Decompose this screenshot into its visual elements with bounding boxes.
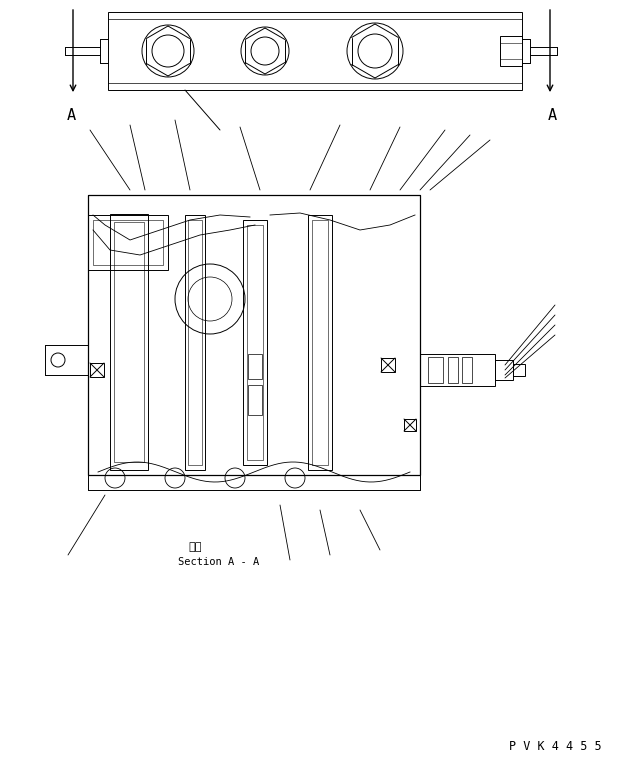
Bar [247,225,263,460]
Bar [495,360,513,380]
Bar [500,43,522,59]
Bar [108,12,522,90]
Bar [248,385,262,415]
Bar [428,357,443,383]
Bar [308,215,332,470]
Bar [110,214,148,470]
Bar [88,195,420,475]
Bar [513,364,525,376]
Text: P V K 4 4 5 5: P V K 4 4 5 5 [510,741,602,754]
Bar [248,354,262,379]
Bar [188,220,202,465]
Bar [448,357,458,383]
Bar [93,220,163,265]
Bar [243,220,267,465]
Bar [114,222,144,462]
Bar [381,358,395,372]
Bar [90,363,104,377]
Bar [88,215,168,270]
Text: A: A [548,108,556,123]
Bar [312,220,328,465]
Bar [185,215,205,470]
Bar [500,36,522,66]
Text: 断面: 断面 [188,542,201,552]
Bar [420,354,495,386]
Text: A: A [67,108,75,123]
Bar [462,357,472,383]
Bar [404,419,416,431]
Text: Section A - A: Section A - A [178,557,259,567]
